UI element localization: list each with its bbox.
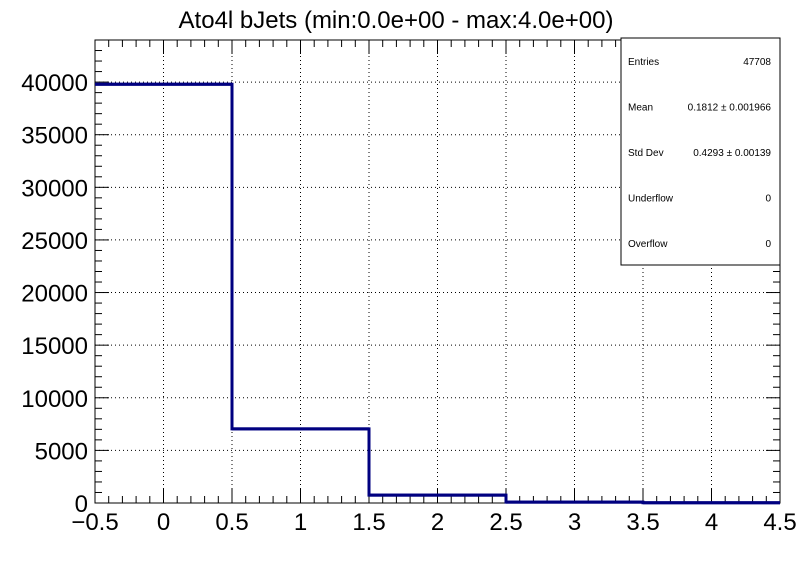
y-tick-label: 30000: [21, 175, 88, 202]
histogram-bins: [95, 82, 780, 505]
stats-value: 0: [765, 194, 771, 205]
stats-label: Std Dev: [628, 148, 664, 159]
stats-value: 0: [765, 239, 771, 250]
y-tick-label: 20000: [21, 281, 88, 308]
stats-label: Mean: [628, 103, 653, 114]
y-tick-label: 10000: [21, 386, 88, 413]
y-tick-label: 15000: [21, 333, 88, 360]
x-tick-label: 0.5: [215, 509, 248, 536]
x-tick-label: 1.5: [352, 509, 385, 536]
stats-value: 47708: [743, 57, 771, 68]
x-tick-label: 3: [568, 509, 581, 536]
x-tick-label: 2.5: [489, 509, 522, 536]
stats-label: Underflow: [628, 194, 674, 205]
chart-title: Ato4l bJets (min:0.0e+00 - max:4.0e+00): [179, 7, 614, 34]
y-tick-label: 25000: [21, 228, 88, 255]
x-tick-label: 1: [294, 509, 307, 536]
stats-value: 0.4293 ± 0.00139: [693, 148, 771, 159]
stats-label: Overflow: [628, 239, 668, 250]
x-tick-label: −0.5: [71, 509, 118, 536]
y-tick-label: 40000: [21, 70, 88, 97]
x-tick-label: 0: [157, 509, 170, 536]
y-tick-labels: 0 5000 10000 15000 20000 25000 30000 35000 40000: [21, 70, 88, 518]
stats-box-frame: [620, 37, 781, 266]
x-tick-label: 2: [431, 509, 444, 536]
stats-value: 0.1812 ± 0.001966: [688, 103, 772, 114]
x-tick-label: 4.5: [763, 509, 796, 536]
y-tick-label: 5000: [35, 438, 88, 465]
stats-box: Entries 47708 Mean 0.1812 ± 0.001966 Std Dev…: [620, 37, 781, 266]
x-tick-labels: −0.5 0 0.5 1 1.5 2 2.5 3 3.5 4 4.5: [71, 509, 796, 536]
x-tick-label: 4: [705, 509, 718, 536]
y-tick-label: 0: [75, 491, 88, 518]
x-tick-label: 3.5: [626, 509, 659, 536]
y-tick-label: 35000: [21, 123, 88, 150]
stats-label: Entries: [628, 57, 659, 68]
